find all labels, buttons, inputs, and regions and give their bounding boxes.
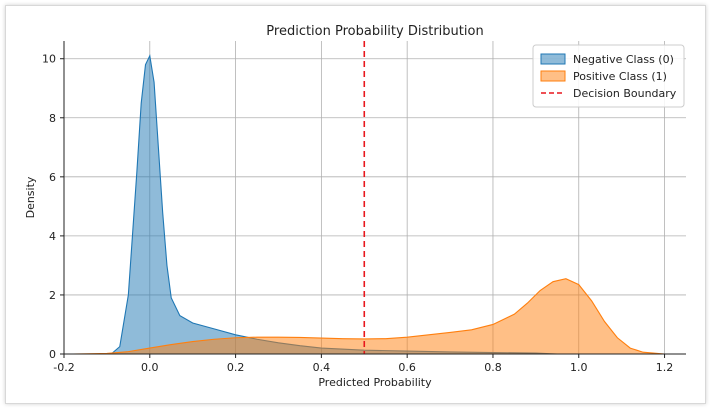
legend-box — [532, 44, 685, 108]
x-tick-label: 0.2 — [227, 361, 245, 374]
y-tick-label: 8 — [49, 112, 56, 125]
y-tick-label: 4 — [49, 230, 56, 243]
x-tick-label: 1.2 — [656, 361, 674, 374]
density-area-positive — [72, 278, 665, 354]
legend: Negative Class (0) Positive Class (1) De… — [532, 44, 685, 108]
x-tick-label: 0.6 — [398, 361, 416, 374]
x-tick-label: 0.4 — [313, 361, 331, 374]
y-tick-label: 10 — [42, 53, 56, 66]
chart-title: Prediction Probability Distribution — [266, 24, 483, 39]
density-line-negative — [110, 53, 558, 355]
density-line-positive — [72, 278, 665, 355]
legend-label-positive: Positive Class (1) — [573, 70, 667, 83]
x-tick-label: 1.0 — [570, 361, 588, 374]
y-axis-label: Density — [24, 176, 37, 218]
tick-labels: -0.2 0.0 0.2 0.4 0.6 0.8 1.0 1.2 0 2 4 6 8 10 — [42, 53, 673, 374]
x-tick-label: 0.0 — [141, 361, 159, 374]
chart-frame: -0.2 0.0 0.2 0.4 0.6 0.8 1.0 1.2 0 2 4 6 8 10 Predict… — [5, 5, 706, 404]
legend-swatch-negative — [540, 53, 566, 65]
x-tick-label: -0.2 — [53, 361, 74, 374]
density-areas — [72, 53, 665, 355]
legend-swatch-positive — [540, 70, 566, 82]
y-tick-label: 0 — [49, 348, 56, 361]
density-chart: -0.2 0.0 0.2 0.4 0.6 0.8 1.0 1.2 0 2 4 6 8 10 Predict… — [24, 24, 686, 389]
density-area-negative — [111, 55, 558, 354]
x-tick-label: 0.8 — [484, 361, 502, 374]
y-tick-label: 6 — [49, 171, 56, 184]
x-axis-label: Predicted Probability — [318, 376, 432, 389]
legend-label-negative: Negative Class (0) — [573, 53, 674, 66]
legend-label-decision-boundary: Decision Boundary — [573, 87, 677, 100]
y-tick-label: 2 — [49, 289, 56, 302]
axes — [63, 41, 686, 355]
